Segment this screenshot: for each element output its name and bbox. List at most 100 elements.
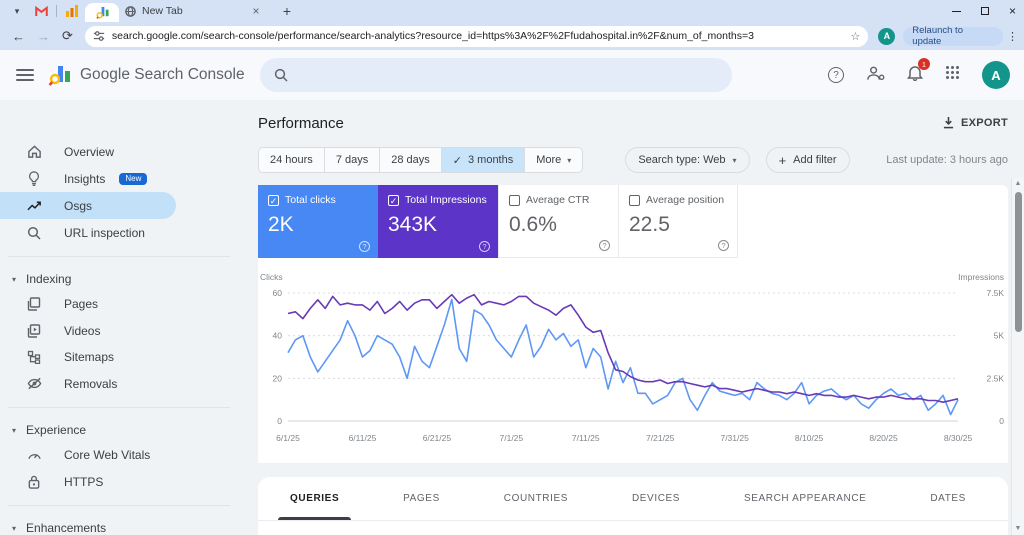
tab-queries[interactable]: QUERIES (278, 477, 352, 520)
sidebar-item-url-inspection[interactable]: URL inspection (0, 219, 240, 246)
header-actions: ? 1 A (828, 50, 1010, 100)
sidebar-section-enhancements[interactable]: ▾ Enhancements (0, 516, 240, 535)
help-icon: ? (828, 67, 844, 83)
svg-text:60: 60 (273, 288, 283, 298)
sidebar-item-pages[interactable]: Pages (0, 291, 240, 318)
sidebar-item-core-web-vitals[interactable]: Core Web Vitals (0, 442, 240, 469)
vertical-scrollbar[interactable]: ▲ ▼ (1011, 178, 1024, 535)
browser-profile-avatar[interactable]: A (878, 27, 896, 45)
url-bar-row: ← → ⟳ search.google.com/search-console/p… (0, 22, 1024, 50)
help-icon[interactable]: ? (359, 241, 370, 252)
section-caret-icon: ▾ (12, 425, 17, 435)
metric-label: Average position (646, 194, 725, 206)
metric-total-clicks[interactable]: Total clicks 2K ? (258, 185, 378, 258)
checkbox-icon[interactable] (268, 194, 279, 206)
site-settings-icon[interactable] (93, 30, 105, 42)
tab-search-button[interactable]: ▾ (6, 3, 28, 19)
date-range-more[interactable]: More ▾ (525, 148, 582, 172)
range-label: 28 days (391, 154, 430, 166)
scroll-down-icon[interactable]: ▼ (1014, 525, 1022, 532)
download-icon (943, 117, 954, 129)
sidebar-item-label: Insights (64, 171, 106, 186)
metric-total-impressions[interactable]: Total Impressions 343K ? (378, 185, 498, 258)
sidebar-item-overview[interactable]: Overview (0, 138, 240, 165)
performance-line-chart[interactable]: 60 7.5K 40 5K 20 2.5K 0 0 Clicks Impressions 6/1/2… (258, 271, 1008, 451)
scrollbar-thumb[interactable] (1015, 192, 1022, 332)
tab-gmail[interactable] (28, 1, 54, 21)
section-label: Experience (26, 423, 87, 437)
globe-icon (125, 5, 136, 17)
range-label: 3 months (467, 154, 514, 166)
bookmark-star-icon[interactable]: ☆ (850, 30, 861, 43)
search-type-filter[interactable]: Search type: Web ▾ (625, 147, 750, 173)
date-range-3-months-selected[interactable]: ✓ 3 months (441, 148, 526, 172)
minimize-button[interactable] (951, 10, 961, 12)
notifications-button[interactable]: 1 (907, 58, 930, 86)
sidebar-divider (8, 407, 230, 408)
account-avatar[interactable]: A (982, 61, 1010, 89)
tab-analytics[interactable] (59, 1, 85, 21)
google-apps-button[interactable] (945, 65, 960, 85)
svg-text:7/31/25: 7/31/25 (720, 433, 749, 443)
help-icon[interactable]: ? (479, 241, 490, 252)
address-bar[interactable]: search.google.com/search-console/perform… (84, 25, 869, 47)
sidebar-item-label: URL inspection (64, 225, 145, 240)
metric-average-position[interactable]: Average position 22.5 ? (618, 185, 738, 258)
page-header: Performance EXPORT (258, 108, 1008, 138)
sidebar-section-experience[interactable]: ▾ Experience (0, 418, 240, 442)
maximize-button[interactable] (980, 7, 989, 15)
checkbox-icon[interactable] (388, 194, 399, 206)
eye-off-icon (26, 376, 42, 392)
date-range-24-hours[interactable]: 24 hours (259, 148, 325, 172)
reload-icon[interactable]: ⟳ (62, 28, 73, 43)
user-settings-button[interactable] (866, 65, 885, 86)
new-tab-button[interactable]: + (282, 3, 292, 19)
date-range-7-days[interactable]: 7 days (325, 148, 381, 172)
date-range-28-days[interactable]: 28 days (380, 148, 442, 172)
metric-value: 22.5 (629, 213, 670, 236)
help-button[interactable]: ? (828, 67, 844, 83)
close-tab-icon[interactable]: × (252, 4, 260, 18)
section-caret-icon: ▾ (12, 274, 17, 284)
add-filter-button[interactable]: + Add filter (765, 147, 850, 173)
sidebar-divider (8, 505, 230, 506)
tab-search-console-active[interactable] (85, 3, 119, 22)
relaunch-to-update-button[interactable]: Relaunch to update (903, 25, 1003, 47)
browser-menu-icon[interactable]: ⋮ (1007, 30, 1018, 43)
menu-hamburger-icon[interactable] (16, 69, 34, 81)
svg-text:7/11/25: 7/11/25 (572, 433, 600, 443)
video-pages-icon (26, 323, 42, 339)
search-icon (26, 225, 42, 241)
tab-pages[interactable]: PAGES (403, 493, 440, 504)
scroll-up-icon[interactable]: ▲ (1014, 180, 1022, 187)
tab-countries[interactable]: COUNTRIES (503, 493, 569, 504)
tab-search-appearance[interactable]: SEARCH APPEARANCE (743, 493, 867, 504)
sidebar-item-label: Videos (64, 323, 101, 338)
sidebar-section-indexing[interactable]: ▾ Indexing (0, 267, 240, 291)
bar-chart-icon (66, 5, 78, 17)
sidebar-item-label: HTTPS (64, 474, 104, 489)
back-icon[interactable]: ← (12, 28, 25, 44)
svg-text:Clicks: Clicks (260, 272, 283, 282)
export-button[interactable]: EXPORT (943, 117, 1008, 129)
close-window-button[interactable]: × (1008, 4, 1016, 18)
sidebar-item-videos[interactable]: Videos (0, 318, 240, 345)
help-icon[interactable]: ? (599, 240, 610, 251)
search-input[interactable] (260, 58, 732, 92)
section-label: Enhancements (26, 521, 107, 535)
sidebar-item-sitemaps[interactable]: Sitemaps (0, 344, 240, 371)
tab-dates[interactable]: DATES (930, 493, 966, 504)
metric-average-ctr[interactable]: Average CTR 0.6% ? (498, 185, 618, 258)
help-icon[interactable]: ? (718, 240, 729, 251)
forward-icon[interactable]: → (37, 28, 50, 44)
checkbox-icon[interactable] (629, 194, 640, 206)
sidebar-item-insights[interactable]: Insights New (0, 165, 240, 192)
tab-title: New Tab (142, 5, 183, 17)
sidebar-item-removals[interactable]: Removals (0, 371, 240, 398)
tab-new-tab[interactable]: New Tab × (119, 1, 269, 21)
sidebar-item-https[interactable]: HTTPS (0, 469, 240, 496)
svg-text:6/11/25: 6/11/25 (349, 433, 377, 443)
checkbox-icon[interactable] (509, 194, 520, 206)
sidebar-item-osgs-selected[interactable]: Osgs (0, 192, 176, 219)
tab-devices[interactable]: DEVICES (631, 493, 681, 504)
